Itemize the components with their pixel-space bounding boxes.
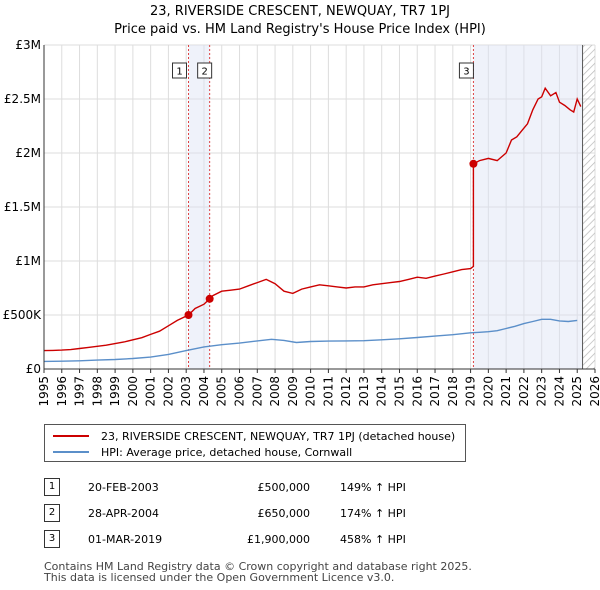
- x-tick-label: 2003: [179, 376, 193, 407]
- chart-title: 23, RIVERSIDE CRESCENT, NEWQUAY, TR7 1PJ: [149, 4, 450, 19]
- sale-marker-box: [458, 62, 474, 79]
- transaction-hpi: 458% ↑ HPI: [340, 532, 406, 546]
- transaction-number: 2: [44, 504, 60, 522]
- y-tick-label: £3M: [15, 38, 41, 52]
- hatched-region: [582, 45, 595, 369]
- x-tick-label: 2023: [535, 376, 549, 407]
- x-tick-label: 2009: [286, 376, 300, 407]
- x-tick-label: 2011: [321, 376, 335, 407]
- table-row: 2 28-APR-2004 £650,000 174% ↑ HPI: [44, 500, 406, 526]
- shaded-region: [188, 45, 210, 369]
- legend: 23, RIVERSIDE CRESCENT, NEWQUAY, TR7 1PJ…: [44, 424, 466, 462]
- x-tick-label: 2007: [250, 376, 264, 407]
- x-tick-label: 2004: [197, 376, 211, 407]
- legend-item-property: 23, RIVERSIDE CRESCENT, NEWQUAY, TR7 1PJ…: [53, 428, 455, 444]
- y-tick-label: £2.5M: [4, 92, 41, 106]
- hpi-line: [43, 318, 578, 363]
- y-tick-label: £2M: [15, 146, 41, 160]
- x-tick-label: 1997: [73, 376, 87, 407]
- transaction-hpi: 174% ↑ HPI: [340, 506, 406, 520]
- x-tick-label: 2005: [215, 376, 229, 407]
- shaded-region: [473, 45, 583, 369]
- x-tick-label: 2013: [357, 376, 371, 407]
- x-tick-label: 2021: [499, 376, 513, 407]
- x-tick-label: 2017: [428, 376, 442, 407]
- x-tick-label: 1996: [55, 376, 69, 407]
- x-tick-label: 2024: [552, 376, 566, 407]
- transactions-table: 1 20-FEB-2003 £500,000 149% ↑ HPI 2 28-A…: [44, 474, 406, 552]
- x-tick-label: 2010: [304, 376, 318, 407]
- transaction-date: 01-MAR-2019: [88, 532, 163, 546]
- legend-label-property: 23, RIVERSIDE CRESCENT, NEWQUAY, TR7 1PJ…: [101, 429, 456, 443]
- y-tick-label: £500K: [3, 308, 43, 322]
- transaction-date: 28-APR-2004: [88, 506, 160, 520]
- sale-marker-box: [197, 62, 213, 79]
- legend-item-hpi: HPI: Average price, detached house, Corn…: [53, 444, 352, 460]
- transaction-number: 3: [44, 530, 60, 548]
- sale-point: [184, 311, 193, 319]
- property-price-line: [43, 86, 582, 352]
- x-tick-label: 2001: [144, 376, 158, 407]
- sale-marker-label: 1: [176, 67, 182, 78]
- transaction-price: £650,000: [257, 506, 311, 520]
- y-tick-label: £0: [26, 362, 41, 376]
- x-tick-label: 1995: [37, 376, 51, 407]
- x-tick-label: 2019: [464, 376, 478, 407]
- transaction-hpi: 149% ↑ HPI: [340, 480, 406, 494]
- x-tick-label: 2006: [233, 376, 247, 407]
- footer-copyright: Contains HM Land Registry data © Crown c…: [44, 560, 472, 573]
- price-chart: 1 2 3 £0 £500K £1M £1.5M £2M £2.5M £3M 1995 1996 19…: [3, 38, 600, 407]
- x-tick-label: 2002: [161, 376, 175, 407]
- transaction-number: 1: [44, 478, 60, 496]
- sale-marker-box: [172, 62, 188, 79]
- footer: Contains HM Land Registry data © Crown c…: [44, 561, 472, 583]
- x-tick-label: 2025: [570, 376, 584, 407]
- x-tick-label: 2022: [517, 376, 531, 407]
- table-row: 1 20-FEB-2003 £500,000 149% ↑ HPI: [44, 474, 406, 500]
- x-tick-label: 2000: [126, 376, 140, 407]
- transaction-price: £500,000: [257, 480, 311, 494]
- chart-subtitle: Price paid vs. HM Land Registry's House …: [114, 22, 486, 37]
- sale-point: [205, 294, 214, 303]
- x-tick-label: 2012: [339, 376, 353, 407]
- sale-marker-label: 3: [463, 67, 469, 78]
- table-row: 3 01-MAR-2019 £1,900,000 458% ↑ HPI: [44, 526, 406, 552]
- x-tick-label: 2020: [481, 376, 495, 407]
- x-tick-label: 2008: [268, 376, 282, 407]
- sale-marker-label: 2: [201, 67, 207, 78]
- legend-swatch-property: [53, 435, 89, 437]
- x-tick-label: 2016: [410, 376, 424, 407]
- x-tick-label: 2015: [392, 376, 406, 407]
- x-tick-label: 1998: [90, 376, 104, 407]
- x-tick-label: 1999: [108, 376, 122, 407]
- x-tick-label: 2014: [375, 376, 389, 407]
- legend-swatch-hpi: [53, 451, 89, 453]
- footer-licence: This data is licensed under the Open Gov…: [44, 571, 395, 584]
- transaction-date: 20-FEB-2003: [88, 480, 159, 494]
- y-tick-label: £1M: [15, 254, 41, 268]
- transaction-price: £1,900,000: [247, 532, 310, 546]
- sale-point: [469, 159, 478, 168]
- legend-label-hpi: HPI: Average price, detached house, Corn…: [101, 445, 353, 459]
- x-tick-label: 2026: [588, 376, 600, 407]
- x-tick-label: 2018: [446, 376, 460, 407]
- y-tick-label: £1.5M: [4, 200, 41, 214]
